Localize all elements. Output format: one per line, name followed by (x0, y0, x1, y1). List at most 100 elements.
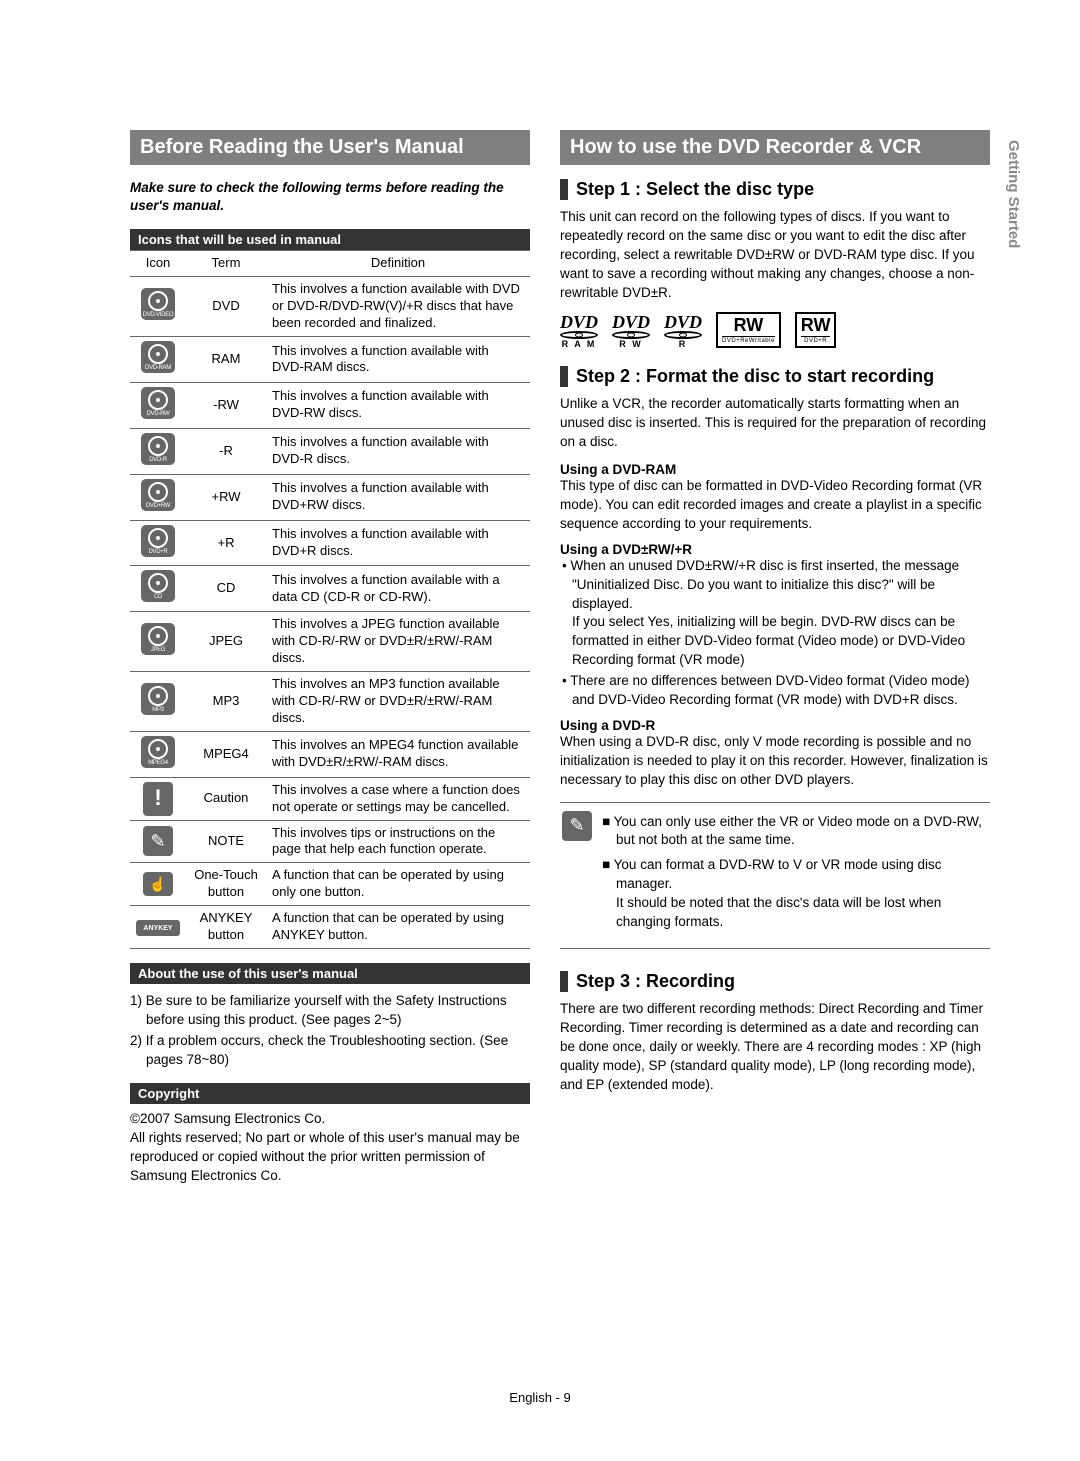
th-def: Definition (266, 251, 530, 277)
copyright-bar: Copyright (130, 1083, 530, 1104)
table-row: DVD-RW-RWThis involves a function availa… (130, 382, 530, 428)
page: Before Reading the User's Manual Make su… (130, 130, 990, 1186)
note-item: ■ You can format a DVD-RW to V or VR mod… (602, 856, 984, 932)
icon-cell: DVD-VIDEO (130, 277, 186, 337)
left-column: Before Reading the User's Manual Make su… (130, 130, 530, 1186)
def-cell: This involves a function available with … (266, 520, 530, 566)
note-item: ■ You can only use either the VR or Vide… (602, 813, 984, 851)
def-cell: This involves a function available with … (266, 428, 530, 474)
def-cell: A function that can be operated by using… (266, 863, 530, 906)
icons-table: Icon Term Definition DVD-VIDEODVDThis in… (130, 250, 530, 948)
th-icon: Icon (130, 251, 186, 277)
term-cell: CD (186, 566, 266, 612)
sub-r-h: Using a DVD-R (560, 718, 990, 733)
note-box: ✎ ■ You can only use either the VR or Vi… (560, 802, 990, 949)
onetouch-icon: ☝ (143, 872, 173, 896)
term-cell: -R (186, 428, 266, 474)
def-cell: This involves a function available with … (266, 337, 530, 383)
caution-icon: ! (143, 782, 173, 816)
def-cell: This involves tips or instructions on th… (266, 820, 530, 863)
table-row: ! CautionThis involves a case where a fun… (130, 777, 530, 820)
disc-icon: DVD-VIDEO (141, 288, 175, 320)
term-cell: DVD (186, 277, 266, 337)
icon-cell: ✎ (130, 820, 186, 863)
table-row: DVD+R +RThis involves a function availabl… (130, 520, 530, 566)
def-cell: A function that can be operated by using… (266, 906, 530, 949)
about-list: 1) Be sure to be familiarize yourself wi… (130, 992, 530, 1070)
dvd-logo: DVDR A M (560, 315, 598, 349)
step2-para: Unlike a VCR, the recorder automatically… (560, 395, 990, 452)
about-item: 2) If a problem occurs, check the Troubl… (130, 1032, 530, 1070)
icon-cell: DVD-RW (130, 382, 186, 428)
step3-para: There are two different recording method… (560, 1000, 990, 1094)
table-row: DVD-RAM RAMThis involves a function avail… (130, 337, 530, 383)
icon-cell: MP3 (130, 672, 186, 732)
disc-icon: MP3 (141, 683, 175, 715)
sub-rwr-h: Using a DVD±RW/+R (560, 542, 990, 557)
anykey-icon: ANYKEY (136, 920, 180, 936)
step1-heading: Step 1 : Select the disc type (560, 179, 990, 200)
disc-icon: DVD-RW (141, 387, 175, 419)
left-heading: Before Reading the User's Manual (130, 130, 530, 165)
dvd-logo: DVDR (664, 315, 702, 349)
term-cell: MPEG4 (186, 731, 266, 777)
copyright-text: ©2007 Samsung Electronics Co. All rights… (130, 1110, 530, 1186)
icon-cell: DVD-RAM (130, 337, 186, 383)
about-item: 1) Be sure to be familiarize yourself wi… (130, 992, 530, 1030)
icon-cell: MPEG4 (130, 731, 186, 777)
right-heading: How to use the DVD Recorder & VCR (560, 130, 990, 165)
def-cell: This involves a function available with … (266, 566, 530, 612)
term-cell: MP3 (186, 672, 266, 732)
disc-icon: DVD+R (141, 525, 175, 557)
icon-cell: ☝ (130, 863, 186, 906)
note-icon: ✎ (562, 811, 592, 841)
disc-logos: DVDR A MDVDR WDVDRRWDVD+ReWritableRWDVD+… (560, 312, 990, 348)
table-row: DVD-VIDEO DVDThis involves a function ava… (130, 277, 530, 337)
side-tab: Getting Started (1005, 140, 1022, 248)
table-row: DVD-R -RThis involves a function availabl… (130, 428, 530, 474)
sub-r-p: When using a DVD-R disc, only V mode rec… (560, 733, 990, 790)
icons-bar: Icons that will be used in manual (130, 229, 530, 250)
rw-logo: RWDVD+R (795, 312, 837, 348)
def-cell: This involves a function available with … (266, 474, 530, 520)
def-cell: This involves a function available with … (266, 277, 530, 337)
term-cell: NOTE (186, 820, 266, 863)
table-row: JPEGJPEGThis involves a JPEG function av… (130, 612, 530, 672)
note-icon: ✎ (143, 826, 173, 856)
icon-cell: DVD+R (130, 520, 186, 566)
icon-cell: CD (130, 566, 186, 612)
term-cell: JPEG (186, 612, 266, 672)
def-cell: This involves a case where a function do… (266, 777, 530, 820)
term-cell: +RW (186, 474, 266, 520)
term-cell: +R (186, 520, 266, 566)
rw-logo: RWDVD+ReWritable (716, 312, 781, 348)
term-cell: ANYKEY button (186, 906, 266, 949)
def-cell: This involves a JPEG function available … (266, 612, 530, 672)
sub-rwr-list: • When an unused DVD±RW/+R disc is first… (560, 557, 990, 710)
def-cell: This involves an MP3 function available … (266, 672, 530, 732)
disc-icon: DVD+RW (141, 479, 175, 511)
icon-cell: DVD-R (130, 428, 186, 474)
table-row: ✎ NOTEThis involves tips or instructions … (130, 820, 530, 863)
th-term: Term (186, 251, 266, 277)
term-cell: RAM (186, 337, 266, 383)
step1-para: This unit can record on the following ty… (560, 208, 990, 302)
table-row: MP3MP3This involves an MP3 function avai… (130, 672, 530, 732)
right-column: How to use the DVD Recorder & VCR Step 1… (560, 130, 990, 1186)
left-intro: Make sure to check the following terms b… (130, 179, 530, 215)
disc-icon: DVD-R (141, 433, 175, 465)
step2-heading: Step 2 : Format the disc to start record… (560, 366, 990, 387)
sub-ram-h: Using a DVD-RAM (560, 462, 990, 477)
icon-cell: ANYKEY (130, 906, 186, 949)
table-row: ANYKEY ANYKEY buttonA function that can b… (130, 906, 530, 949)
icon-cell: DVD+RW (130, 474, 186, 520)
disc-icon: CD (141, 570, 175, 602)
disc-icon: DVD-RAM (141, 341, 175, 373)
icon-cell: JPEG (130, 612, 186, 672)
term-cell: One-Touch button (186, 863, 266, 906)
table-row: CDCDThis involves a function available w… (130, 566, 530, 612)
term-cell: Caution (186, 777, 266, 820)
step3-heading: Step 3 : Recording (560, 971, 990, 992)
page-footer: English - 9 (509, 1390, 570, 1405)
rwr-item: • When an unused DVD±RW/+R disc is first… (560, 557, 990, 670)
